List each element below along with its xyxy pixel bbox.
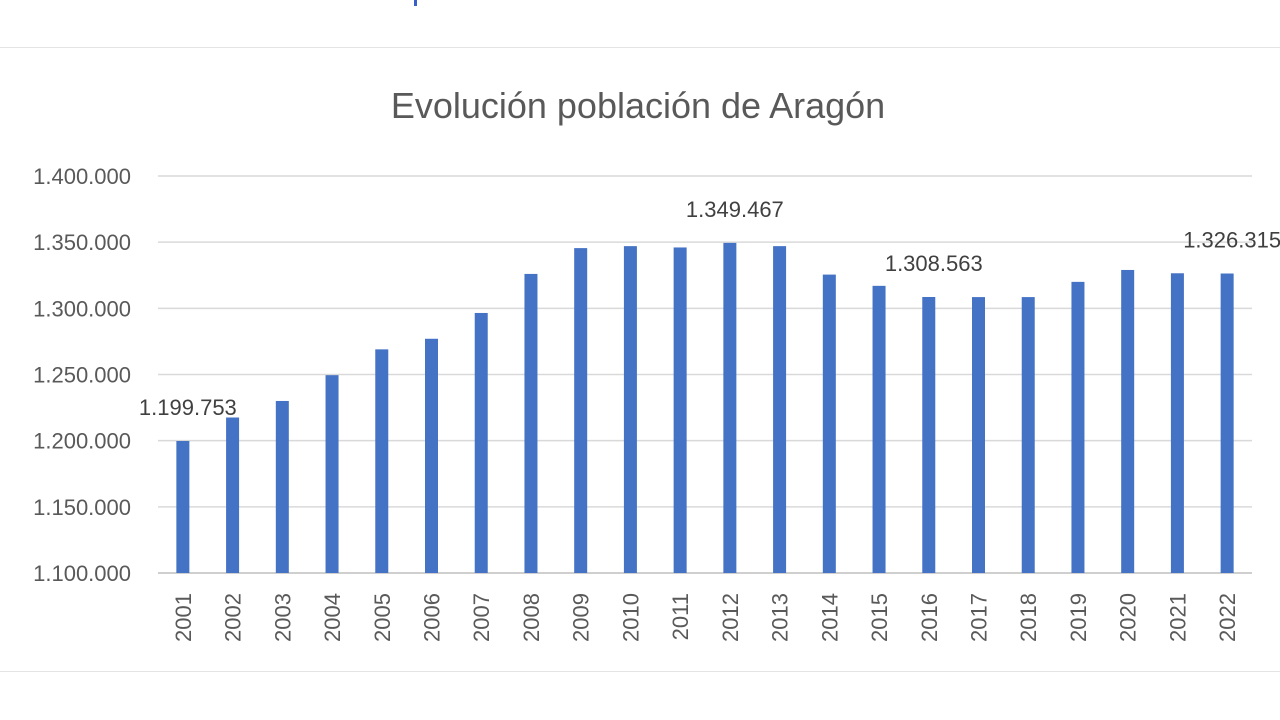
- x-tick-label: 2004: [320, 593, 345, 642]
- bar-2022: [1220, 273, 1234, 573]
- x-tick-label: 2017: [967, 593, 992, 642]
- bar-2014: [822, 274, 836, 573]
- x-tick-label: 2019: [1066, 593, 1091, 642]
- bar-2020: [1121, 269, 1135, 573]
- bar-2001: [176, 440, 190, 573]
- y-tick-label: 1.200.000: [33, 429, 131, 454]
- bar-2019: [1071, 281, 1085, 573]
- top-edge-mark: [414, 0, 417, 6]
- bar-2018: [1021, 297, 1035, 573]
- x-tick-label: 2002: [221, 593, 246, 642]
- chart-title: Evolución población de Aragón: [391, 85, 885, 126]
- y-axis-tick-labels: 1.100.000 1.150.000 1.200.000 1.250.000 1.30…: [33, 164, 131, 586]
- bar-2012: [723, 242, 737, 573]
- y-tick-label: 1.250.000: [33, 363, 131, 388]
- bar-2004: [325, 375, 339, 573]
- x-tick-label: 2003: [270, 593, 295, 642]
- x-tick-label: 2013: [768, 593, 793, 642]
- x-tick-label: 2005: [370, 593, 395, 642]
- x-tick-label: 2015: [867, 593, 892, 642]
- x-axis-tick-labels: 2001 2002 2003 2004 2005 2006 2007 2008 2009 2010…: [171, 593, 1240, 642]
- x-tick-label: 2011: [668, 593, 693, 640]
- data-label-2001: 1.199.753: [139, 395, 237, 420]
- bar-2005: [375, 349, 389, 573]
- x-tick-label: 2001: [171, 593, 196, 642]
- chart-frame: [0, 47, 1280, 672]
- x-tick-label: 2010: [618, 593, 643, 642]
- x-tick-label: 2014: [817, 593, 842, 642]
- y-tick-label: 1.300.000: [33, 296, 131, 321]
- bar-2017: [972, 297, 985, 573]
- bar-2010: [623, 246, 637, 574]
- y-tick-label: 1.150.000: [33, 495, 131, 520]
- data-label-2012: 1.349.467: [686, 197, 784, 222]
- x-tick-label: 2012: [718, 593, 743, 642]
- x-tick-label: 2008: [519, 593, 544, 642]
- bar-2003: [275, 400, 289, 573]
- bar-2011: [673, 247, 687, 573]
- bar-2006: [425, 338, 438, 573]
- bar-2007: [474, 312, 488, 573]
- gridlines: [158, 175, 1252, 574]
- x-tick-label: 2006: [420, 593, 445, 642]
- bar-2015: [872, 285, 886, 573]
- x-tick-label: 2016: [917, 593, 942, 642]
- x-tick-label: 2020: [1116, 593, 1141, 642]
- y-tick-label: 1.350.000: [33, 230, 131, 255]
- x-tick-label: 2021: [1165, 593, 1190, 642]
- x-tick-label: 2009: [569, 593, 594, 642]
- x-tick-label: 2007: [469, 593, 494, 642]
- data-label-2016: 1.308.563: [885, 251, 983, 276]
- x-tick-label: 2022: [1215, 593, 1240, 642]
- y-tick-label: 1.400.000: [33, 164, 131, 189]
- bar-2013: [773, 246, 787, 574]
- bar-2008: [524, 273, 538, 573]
- bar-2002: [226, 417, 240, 573]
- x-tick-label: 2018: [1016, 593, 1041, 642]
- y-tick-label: 1.100.000: [33, 561, 131, 586]
- bar-2009: [574, 248, 588, 573]
- bars: [176, 242, 1234, 574]
- data-label-2022: 1.326.315: [1183, 228, 1280, 253]
- bar-2016: [922, 297, 936, 573]
- data-labels: 1.199.753 1.349.467 1.308.563 1.326.315: [139, 197, 1280, 420]
- bar-2021: [1170, 273, 1184, 573]
